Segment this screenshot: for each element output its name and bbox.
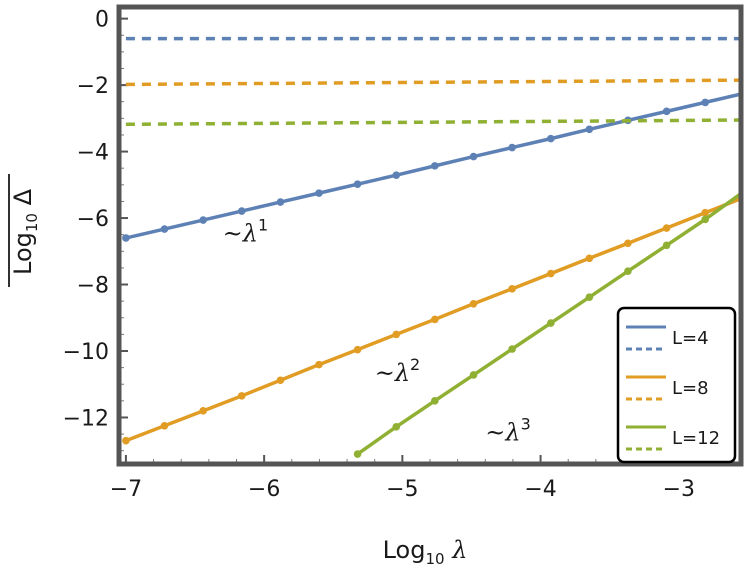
- y-tick-label: −12: [63, 406, 109, 431]
- x-tick-label: −7: [110, 477, 142, 502]
- data-point-L12: [469, 371, 478, 379]
- y-axis-ticks: 0 −2 −4 −6 −8 −10 −12: [63, 8, 128, 452]
- series-layer: [122, 36, 741, 458]
- data-point-L4: [199, 216, 207, 224]
- data-point-L4: [353, 180, 362, 188]
- data-point-L8: [585, 254, 594, 263]
- data-point-L4: [237, 207, 246, 215]
- data-point-L4: [508, 143, 516, 152]
- data-point-L8: [160, 421, 169, 430]
- data-point-L8: [662, 224, 671, 232]
- data-point-L8: [276, 376, 285, 385]
- data-point-L8: [315, 360, 323, 369]
- data-point-L8: [237, 392, 246, 400]
- data-point-L12: [547, 319, 555, 327]
- x-axis-ticks: −7 −6 −5 −4 −3: [110, 455, 735, 502]
- y-tick-label: 0: [95, 8, 109, 33]
- y-axis-title: Log10 Δ: [9, 188, 41, 275]
- x-tick-label: −4: [524, 477, 556, 502]
- data-point-L12: [392, 422, 401, 431]
- scaling-annotation: ~λ1: [223, 215, 269, 247]
- scaling-annotation: ~λ2: [375, 355, 421, 387]
- scaling-annotation: ~λ3: [485, 415, 531, 447]
- x-tick-label: −5: [386, 477, 418, 502]
- legend-label: L=4: [672, 328, 709, 349]
- data-point-L4: [701, 98, 710, 107]
- x-tick-label: −3: [663, 477, 695, 502]
- series-line-L12-dashed: [125, 118, 741, 127]
- data-point-L4: [392, 171, 401, 179]
- data-point-L4: [547, 134, 555, 143]
- legend: L=4 L=8 L=12: [616, 306, 737, 464]
- data-point-L8: [431, 315, 439, 324]
- data-point-L12: [585, 293, 594, 301]
- data-point-L8: [122, 436, 130, 445]
- data-point-L8: [701, 208, 710, 217]
- data-point-L8: [508, 285, 516, 293]
- data-point-L8: [547, 269, 555, 278]
- data-point-L4: [160, 225, 169, 233]
- legend-box: [616, 306, 737, 464]
- data-point-L4: [122, 234, 130, 242]
- data-point-L4: [662, 107, 671, 116]
- data-point-L4: [585, 125, 594, 134]
- x-axis-title: Log10 λ: [383, 536, 468, 568]
- y-tick-label: −4: [77, 141, 109, 166]
- legend-label: L=8: [672, 378, 709, 399]
- data-point-L12: [701, 215, 710, 224]
- data-point-L8: [469, 300, 478, 308]
- y-tick-label: −6: [77, 207, 109, 232]
- legend-label: L=12: [672, 428, 720, 449]
- data-point-L8: [353, 345, 362, 354]
- data-point-L12: [662, 241, 671, 250]
- data-point-L12: [353, 450, 362, 458]
- annotations: ~λ1 ~λ2 ~λ3: [223, 215, 531, 446]
- plot-frame: [116, 4, 744, 467]
- data-point-L8: [199, 407, 207, 415]
- data-point-L12: [508, 345, 516, 353]
- y-tick-label: −10: [63, 340, 109, 365]
- data-point-L8: [392, 330, 401, 339]
- x-tick-label: −6: [248, 477, 280, 502]
- y-tick-label: −8: [77, 274, 109, 299]
- data-point-L12: [431, 397, 439, 405]
- data-point-L4: [276, 198, 285, 206]
- y-tick-label: −2: [77, 74, 109, 99]
- data-point-L4: [469, 152, 478, 161]
- data-point-L8: [624, 239, 632, 248]
- data-point-L4: [431, 162, 439, 170]
- series-line-L8-dashed: [125, 78, 741, 87]
- data-point-L12: [624, 267, 632, 276]
- data-point-L4: [315, 189, 323, 197]
